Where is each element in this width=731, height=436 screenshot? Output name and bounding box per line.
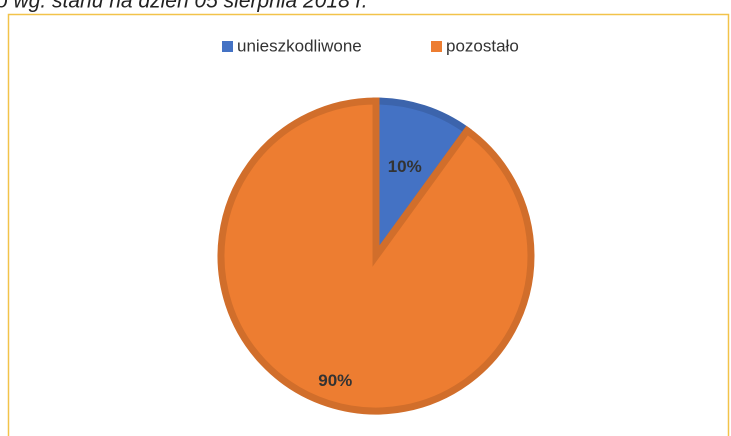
- legend-label: pozostało: [446, 36, 519, 55]
- pie-slice: [217, 97, 535, 415]
- data-label: 10%: [388, 157, 422, 176]
- data-label: 90%: [318, 371, 352, 390]
- legend-swatch: [431, 41, 442, 52]
- chart-title: o wg. stanu na dzień 05 sierpnia 2018 r.: [0, 0, 368, 13]
- legend-label: unieszkodliwone: [237, 36, 362, 55]
- legend-swatch: [222, 41, 233, 52]
